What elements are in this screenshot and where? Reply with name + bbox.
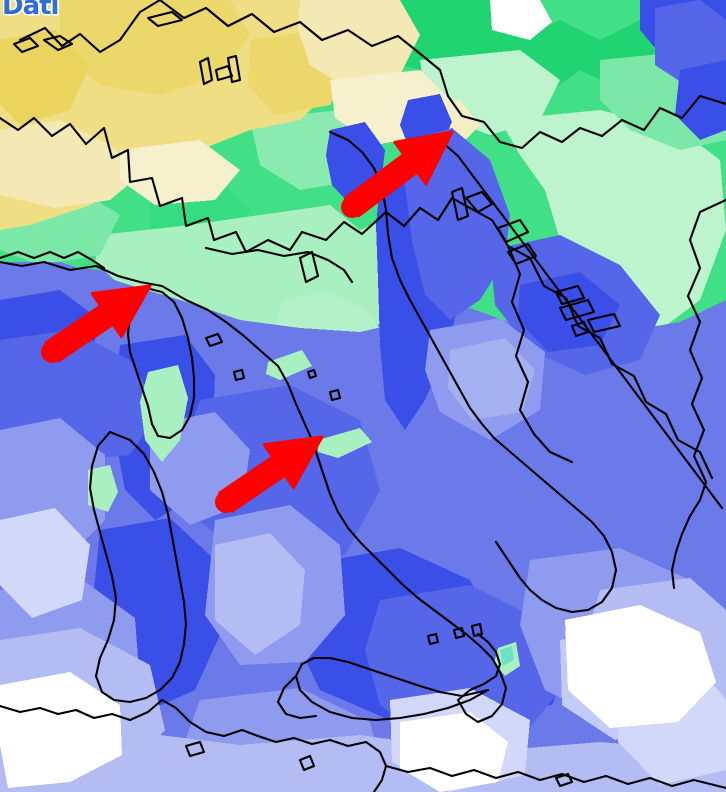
lake-constance [146, 10, 184, 28]
lake-geneva [42, 34, 74, 52]
island-cres [450, 186, 470, 222]
island-ponza [306, 368, 318, 380]
coast-sicily-detail [276, 674, 318, 720]
island-hvar [558, 298, 596, 322]
field-blue-royal-ne2 [675, 60, 726, 140]
border-austria-north [158, 0, 420, 54]
field-green-coast-tosc [266, 350, 312, 380]
island-pag [496, 218, 530, 244]
island-elba [204, 332, 224, 348]
border-bosnia-inner [506, 244, 574, 464]
island-aeolian-1 [426, 632, 440, 646]
arrow-ligurian-coast[interactable] [41, 284, 152, 363]
field-blue-pale-sardinia-e [215, 533, 305, 655]
coast-italy-east [328, 130, 618, 614]
field-green-sardinia [88, 465, 118, 512]
coast-albania [670, 480, 708, 590]
coast-tunisia-right [384, 764, 726, 790]
island-aeolian-3 [470, 622, 484, 638]
field-blue-pale-bottom [0, 730, 726, 792]
field-tan-pale-2 [120, 140, 240, 205]
field-cyan-speck [500, 646, 514, 666]
lake-lugano [214, 64, 234, 82]
border-hungary [600, 94, 726, 138]
field-blue-light-adr-e2 [448, 338, 535, 420]
island-vis [570, 320, 590, 338]
field-green-pale-balkan [500, 110, 726, 330]
lake-garda [298, 250, 320, 284]
island-aeolian-2 [452, 626, 466, 640]
coast-italy-west [0, 260, 508, 724]
coast-italy-toe [456, 632, 502, 702]
coast-corsica [126, 286, 196, 440]
field-white-sw [0, 672, 122, 788]
field-green-corsica [140, 365, 188, 462]
border-austria-slovenia [416, 50, 604, 150]
coast-france-south [0, 250, 106, 270]
island-pantelleria [298, 754, 316, 772]
field-tan-light-2 [298, 0, 420, 90]
island-capri [328, 388, 342, 402]
lake-maggiore [198, 56, 214, 86]
watermark-label: Dati [2, 0, 58, 21]
field-blue-palest-w [0, 508, 90, 618]
coast-sardinia [88, 430, 188, 704]
lake-neuchatel [12, 36, 40, 54]
island-korcula [586, 312, 622, 334]
border-serbia-east [686, 198, 726, 484]
coast-sicily [294, 656, 490, 722]
coast-tunisia [0, 698, 388, 792]
border-italy-austria [244, 196, 472, 254]
island-krk [464, 190, 494, 214]
arrow-tyrrhenian-sea[interactable] [215, 435, 324, 513]
field-white-se [565, 605, 716, 728]
arrow-adriatic-north-tail-cap [341, 196, 363, 218]
field-white-n [490, 0, 552, 40]
island-giglio [232, 368, 246, 382]
river-po [204, 246, 354, 284]
field-tan-dark-2 [0, 30, 90, 125]
field-tan-light-1 [0, 120, 140, 208]
arrow-adriatic-north[interactable] [341, 130, 454, 218]
arrow-tyrrhenian-sea-tail-cap [215, 491, 237, 513]
island-brac [554, 284, 586, 306]
arrow-ligurian-coast-tail-cap [41, 341, 63, 363]
island-dugi [506, 242, 538, 266]
border-swiss-italy [0, 116, 248, 254]
field-green-coast-lazio [318, 428, 372, 458]
island-kerkennah [184, 740, 206, 758]
border-alpine-north [18, 0, 162, 54]
